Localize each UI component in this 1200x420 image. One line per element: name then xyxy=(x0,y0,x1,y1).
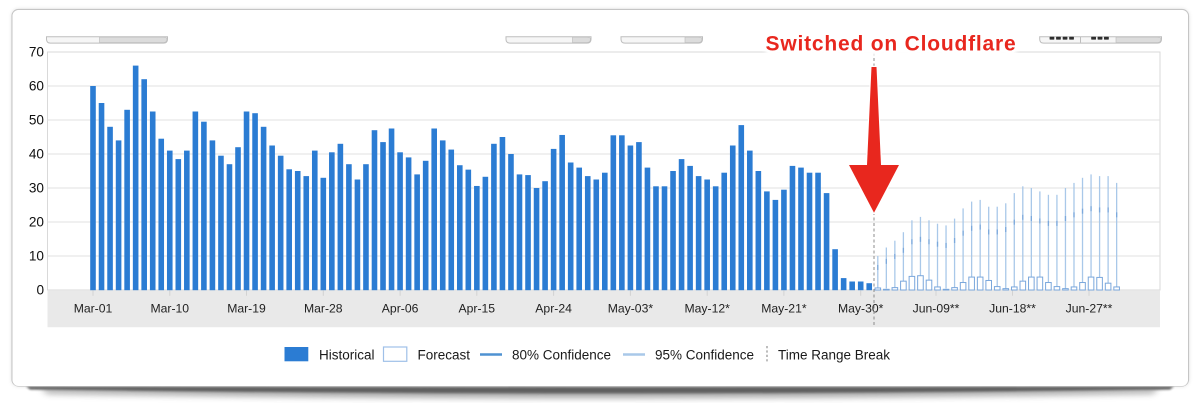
svg-text:Time Range Break: Time Range Break xyxy=(778,348,890,363)
svg-text:Forecast: Forecast xyxy=(418,348,471,363)
svg-text:May-30*: May-30* xyxy=(838,301,884,315)
svg-text:Apr-24: Apr-24 xyxy=(535,301,572,315)
svg-text:May-21*: May-21* xyxy=(761,301,807,315)
svg-text:Mar-01: Mar-01 xyxy=(74,301,113,315)
svg-text:95% Confidence: 95% Confidence xyxy=(655,348,754,363)
svg-text:30: 30 xyxy=(29,181,45,196)
svg-text:Historical: Historical xyxy=(319,348,375,363)
svg-text:20: 20 xyxy=(29,215,45,230)
svg-text:Mar-10: Mar-10 xyxy=(150,301,189,315)
svg-text:Apr-15: Apr-15 xyxy=(459,301,496,315)
svg-text:May-03*: May-03* xyxy=(608,301,654,315)
svg-text:Mar-19: Mar-19 xyxy=(227,301,266,315)
svg-text:40: 40 xyxy=(29,147,45,162)
svg-text:70: 70 xyxy=(29,45,45,60)
svg-text:0: 0 xyxy=(36,283,44,298)
svg-text:60: 60 xyxy=(29,79,45,94)
svg-text:Jun-18**: Jun-18** xyxy=(989,301,1036,315)
svg-text:Jun-09**: Jun-09** xyxy=(913,301,960,315)
svg-text:Jun-27**: Jun-27** xyxy=(1066,301,1113,315)
svg-text:10: 10 xyxy=(29,249,45,264)
svg-text:80% Confidence: 80% Confidence xyxy=(512,348,611,363)
svg-text:Mar-28: Mar-28 xyxy=(304,301,343,315)
svg-text:Apr-06: Apr-06 xyxy=(382,301,419,315)
svg-text:May-12*: May-12* xyxy=(685,301,731,315)
svg-text:Switched on Cloudflare: Switched on Cloudflare xyxy=(766,33,1017,56)
svg-text:50: 50 xyxy=(29,113,45,128)
